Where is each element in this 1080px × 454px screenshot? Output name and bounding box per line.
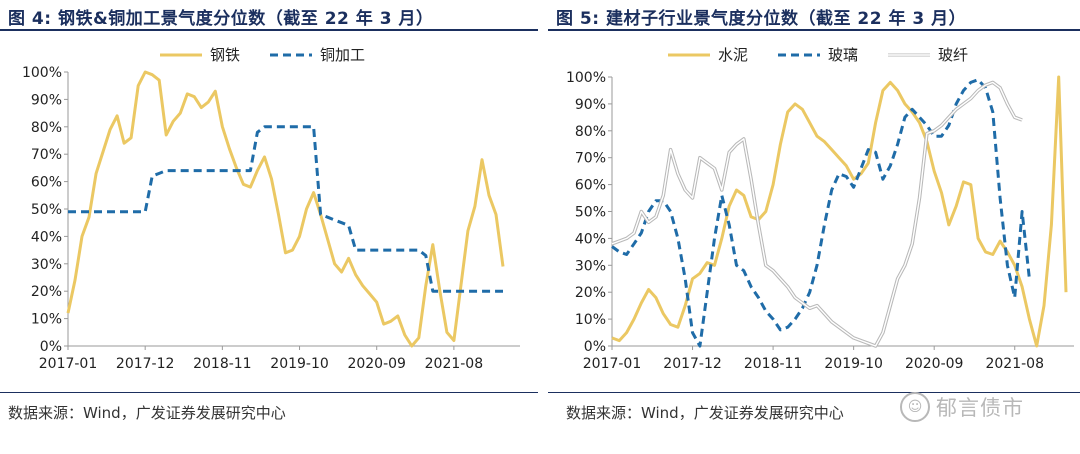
right-x-tick-label: 2017-01 [583, 356, 642, 372]
right-y-tick-label: 50% [575, 205, 606, 221]
left-y-tick-label: 40% [31, 229, 62, 245]
right-x-tick-label: 2019-10 [824, 356, 883, 372]
left-y-tick-label: 100% [22, 65, 62, 81]
right-x-tick-label: 2020-09 [905, 356, 964, 372]
left-bottom-rule [0, 392, 538, 393]
left-x-tick-label: 2017-01 [39, 356, 98, 372]
right-y-tick-label: 100% [566, 70, 606, 86]
left-y-tick-label: 70% [31, 147, 62, 163]
right-y-tick-label: 80% [575, 124, 606, 140]
right-y-tick-label: 20% [575, 285, 606, 301]
left-x-tick-label: 2018-11 [193, 356, 252, 372]
left-legend-label-2: 铜加工 [320, 46, 365, 64]
left-x-tick-label: 2021-08 [425, 356, 484, 372]
right-series-line-3-inner [611, 81, 1023, 347]
right-legend-label-3: 玻纤 [938, 46, 968, 64]
right-y-tick-label: 40% [575, 231, 606, 247]
left-source-note: 数据来源：Wind，广发证券发展研究中心 [8, 404, 286, 422]
left-y-tick-label: 10% [31, 312, 62, 328]
left-chart-panel: 图 4: 钢铁&铜加工景气度分位数（截至 22 年 3 月） 0% 10% 20% 3… [0, 9, 538, 422]
watermark-text: 郁言债市 [936, 396, 1024, 420]
right-y-tick-label: 0% [584, 339, 606, 355]
left-y-tick-label: 90% [31, 92, 62, 108]
right-y-tick-label: 70% [575, 151, 606, 167]
left-y-tick-label: 50% [31, 202, 62, 218]
right-title-rule [548, 29, 1080, 31]
right-chart-svg: 0% 10% 20% 30% 40% 50% 60% 70% 80% 90% 100% 2017-01… [566, 46, 1074, 372]
left-y-tick-label: 60% [31, 175, 62, 191]
right-x-tick-label: 2017-12 [663, 356, 722, 372]
right-y-tick-label: 90% [575, 97, 606, 113]
right-y-tick-label: 10% [575, 312, 606, 328]
left-x-tick-label: 2020-09 [347, 356, 406, 372]
right-series-line-1 [611, 75, 1068, 348]
left-series-line-2 [68, 125, 503, 293]
left-y-tick-label: 80% [31, 120, 62, 136]
right-bottom-rule [548, 392, 1080, 393]
watermark: ☺ 郁言债市 [900, 392, 1070, 422]
right-chart-title: 图 5: 建材子行业景气度分位数（截至 22 年 3 月） [556, 9, 967, 29]
right-y-tick-label: 30% [575, 258, 606, 274]
right-chart-panel: 图 5: 建材子行业景气度分位数（截至 22 年 3 月） 0% 10% 20% 30… [548, 0, 1080, 454]
left-chart-svg: 0% 10% 20% 30% 40% 50% 60% 70% 80% 90% 100% 2017-01… [22, 46, 520, 372]
right-legend-label-1: 水泥 [718, 46, 748, 64]
left-series-line-1 [66, 70, 505, 348]
left-chart-title: 图 4: 钢铁&铜加工景气度分位数（截至 22 年 3 月） [8, 9, 434, 29]
right-x-tick-label: 2021-08 [985, 356, 1044, 372]
left-y-tick-label: 0% [40, 339, 62, 355]
left-x-tick-label: 2017-12 [116, 356, 175, 372]
left-y-tick-label: 30% [31, 257, 62, 273]
right-y-tick-label: 60% [575, 178, 606, 194]
left-x-tick-label: 2019-10 [270, 356, 329, 372]
right-legend-label-2: 玻璃 [828, 46, 858, 64]
right-series-line-2 [611, 78, 1031, 348]
left-legend-label-1: 钢铁 [210, 46, 240, 64]
wechat-icon: ☺ [900, 392, 930, 422]
left-y-tick-label: 20% [31, 284, 62, 300]
right-x-tick-label: 2018-11 [744, 356, 803, 372]
right-source-note: 数据来源：Wind，广发证券发展研究中心 [566, 404, 844, 422]
left-title-rule [0, 29, 538, 31]
